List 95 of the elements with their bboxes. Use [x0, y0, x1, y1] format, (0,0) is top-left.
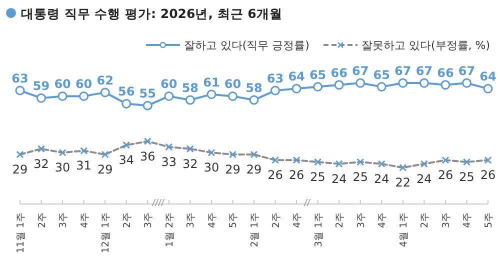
data-label: 25: [459, 170, 474, 184]
data-label: 67: [394, 64, 412, 78]
data-label: 63: [12, 72, 28, 86]
data-label: 33: [161, 154, 177, 169]
x-tick-label: 1월 2주: [164, 212, 176, 248]
point: [36, 93, 46, 103]
x-tick-label: 11월 1주: [16, 212, 26, 254]
point: [419, 78, 429, 88]
data-label: 26: [268, 168, 283, 182]
point: [292, 84, 302, 94]
data-label: 25: [352, 170, 368, 184]
data-label: 62: [96, 73, 114, 88]
data-label: 64: [480, 70, 496, 84]
data-label: 55: [139, 86, 156, 101]
point: [100, 88, 110, 98]
data-label: 63: [266, 72, 284, 86]
point: [313, 82, 323, 92]
data-label: 66: [437, 66, 454, 80]
data-label: 30: [54, 160, 70, 175]
data-label: 60: [75, 77, 92, 92]
x-tick-label: 4월 1주: [398, 212, 410, 248]
x-tick-label: 12월 1주: [100, 212, 112, 254]
x-tick-label: 2주: [270, 212, 282, 228]
x-tick-label: 2월 1주: [250, 212, 260, 248]
x-tick-label: 4주: [462, 212, 474, 228]
data-label: 67: [416, 64, 433, 78]
x-tick-label: 2주: [122, 212, 133, 228]
x-tick-label: 3주: [356, 212, 367, 228]
point: [142, 100, 152, 110]
data-label: 29: [12, 162, 28, 176]
point: [15, 86, 25, 96]
x-tick-label: 4주: [292, 212, 304, 228]
data-label: 29: [97, 162, 113, 176]
data-label: 66: [330, 66, 348, 80]
x-tick-label: 3월 1주: [313, 212, 324, 248]
data-label: 60: [160, 77, 178, 92]
data-label: 56: [118, 84, 135, 99]
point: [398, 78, 408, 88]
data-label: 65: [309, 68, 326, 82]
data-label: 65: [373, 68, 390, 82]
point: [334, 80, 344, 90]
data-label: 60: [224, 77, 242, 92]
data-label: 30: [204, 160, 220, 175]
legend-label: 잘하고 있다(직무 긍정률): [184, 39, 310, 52]
point: [440, 80, 450, 90]
x-tick-label: 3주: [440, 212, 452, 228]
data-label: 22: [395, 176, 411, 190]
data-label: 25: [310, 170, 326, 184]
data-label: 32: [34, 156, 49, 171]
data-label: 31: [76, 158, 92, 173]
data-label: 24: [374, 172, 390, 186]
point: [376, 82, 386, 92]
data-label: 58: [246, 80, 262, 95]
x-tick-label: 5주: [484, 212, 494, 228]
data-label: 26: [438, 168, 454, 182]
chart-title: 대통령 직무 수행 평가: 2026년, 최근 6개월: [21, 6, 282, 21]
point: [462, 78, 472, 88]
data-label: 26: [288, 168, 304, 182]
data-label: 34: [118, 153, 134, 168]
x-tick-label: 4주: [79, 212, 90, 228]
point: [79, 91, 89, 101]
data-label: 24: [416, 172, 432, 186]
x-tick-label: 3주: [143, 212, 154, 228]
data-label: 58: [182, 80, 199, 95]
point: [228, 91, 238, 101]
data-label: 26: [480, 168, 496, 182]
x-tick-label: 4주: [377, 212, 388, 228]
data-label: 60: [54, 77, 71, 92]
point: [270, 86, 280, 96]
data-label: 36: [140, 149, 156, 164]
point: [185, 95, 195, 105]
x-tick-label: 2주: [420, 212, 431, 228]
point: [356, 78, 366, 88]
data-label: 24: [331, 172, 347, 186]
data-label: 29: [225, 162, 240, 176]
point: [206, 90, 216, 100]
x-tick-label: 3주: [58, 212, 70, 228]
data-label: 59: [32, 79, 50, 94]
data-label: 29: [246, 162, 262, 176]
data-label: 61: [203, 75, 220, 90]
legend-label: 잘못하고 있다(부정률, %): [361, 39, 490, 52]
point: [122, 98, 132, 108]
data-label: 67: [352, 64, 369, 78]
data-label: 64: [288, 70, 305, 84]
x-tick-label: 3주: [186, 212, 197, 228]
x-tick-label: 2주: [36, 212, 48, 228]
point: [483, 84, 493, 94]
point: [249, 95, 259, 105]
data-label: 67: [458, 64, 476, 78]
point: [164, 91, 174, 101]
data-label: 32: [182, 156, 198, 171]
point: [58, 91, 68, 101]
x-tick-label: 2주: [334, 212, 346, 228]
x-tick-label: 4주: [206, 212, 218, 228]
x-tick-label: 5주: [228, 212, 240, 228]
